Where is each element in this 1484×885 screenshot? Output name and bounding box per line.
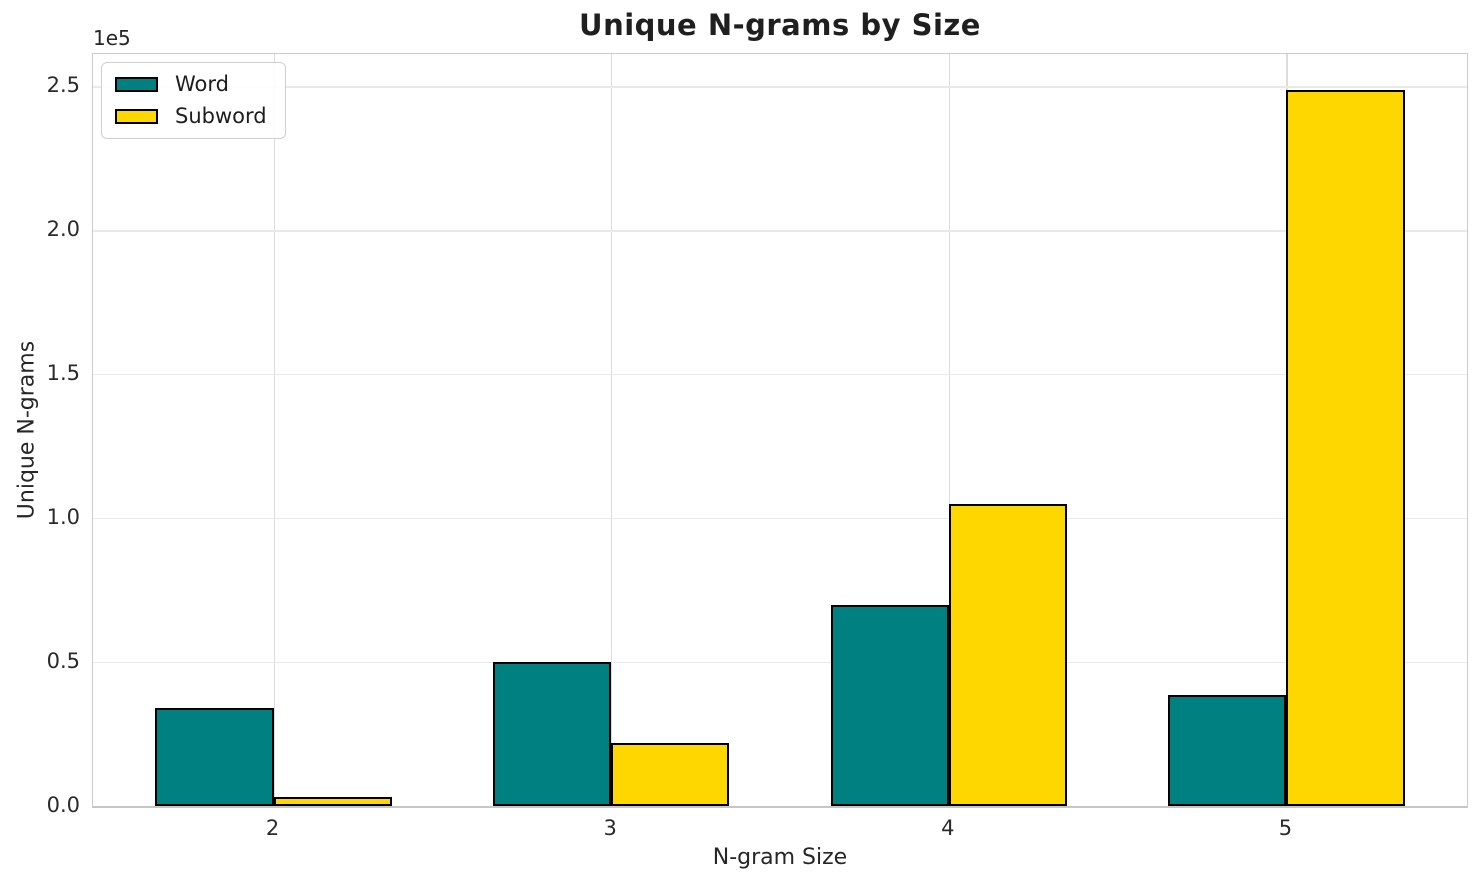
bar-subword-5 (1286, 89, 1405, 806)
x-axis-label: N-gram Size (712, 845, 848, 870)
gridline-v (273, 54, 275, 806)
legend-label-word: Word (175, 72, 229, 96)
gridline-v (948, 54, 950, 806)
bar-word-2 (155, 708, 274, 806)
chart-title: Unique N-grams by Size (579, 8, 981, 42)
y-tick-label: 1.5 (46, 361, 80, 386)
bar-word-4 (830, 604, 949, 806)
bar-subword-2 (273, 797, 392, 806)
legend-item-word: Word (115, 72, 267, 96)
gridline-h (93, 518, 1467, 520)
legend-item-subword: Subword (115, 104, 267, 129)
y-tick-label: 0.5 (46, 649, 80, 674)
x-tick-label: 4 (941, 816, 955, 840)
legend: Word Subword (101, 62, 286, 140)
plot-area: Word Subword (92, 53, 1468, 808)
gridline-h (93, 662, 1467, 664)
gridline-v (611, 54, 613, 806)
gridline-h (93, 86, 1467, 88)
x-tick-label: 2 (265, 816, 280, 840)
y-tick-label: 0.0 (46, 793, 80, 817)
y-axis-offset-label: 1e5 (93, 26, 131, 50)
bar-word-5 (1168, 695, 1287, 806)
legend-label-subword: Subword (175, 104, 267, 129)
gridline-h (93, 230, 1467, 232)
legend-swatch-word (115, 77, 158, 93)
bar-word-3 (493, 662, 612, 806)
bar-subword-4 (948, 504, 1067, 806)
y-tick-label: 2.5 (46, 73, 80, 98)
y-tick-label: 1.0 (46, 505, 80, 530)
y-tick-label: 2.0 (46, 217, 80, 242)
bar-subword-3 (611, 742, 730, 806)
legend-swatch-subword (115, 109, 158, 125)
x-tick-label: 5 (1278, 816, 1293, 840)
x-tick-label: 3 (603, 816, 617, 840)
gridline-h (93, 374, 1467, 376)
